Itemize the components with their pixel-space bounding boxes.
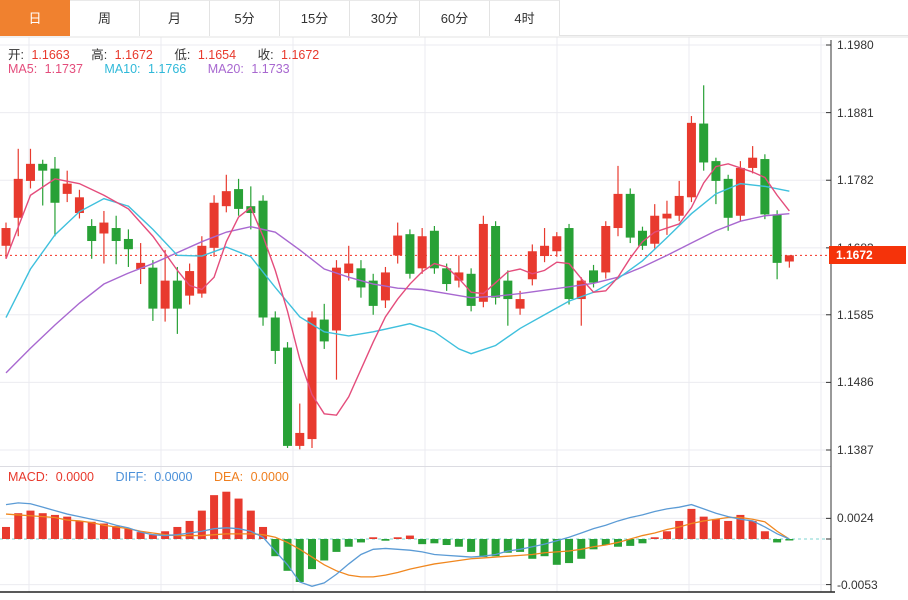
dea-value: 0.0000 <box>250 470 289 484</box>
macd-axis-label: 0.0024 <box>837 511 874 526</box>
tab-5min[interactable]: 5分 <box>210 0 280 36</box>
diff-label: DIFF: <box>115 470 147 484</box>
ma20-value: 1.1733 <box>251 62 290 76</box>
price-axis-label: 1.1387 <box>837 443 874 457</box>
timeframe-tabs: 日 周 月 5分 15分 30分 60分 4时 <box>0 0 908 36</box>
tab-30min[interactable]: 30分 <box>350 0 420 36</box>
high-label: 高: <box>91 48 108 62</box>
open-label: 开: <box>8 48 24 62</box>
ma5-label: MA5: <box>8 62 38 76</box>
ma-readout: MA5: 1.1737 MA10: 1.1766 MA20: 1.1733 <box>8 62 294 76</box>
tab-month[interactable]: 月 <box>140 0 210 36</box>
price-axis-label: 1.1980 <box>837 38 874 52</box>
price-axis-label: 1.1486 <box>837 375 874 390</box>
ma5-value: 1.1737 <box>44 62 83 76</box>
macd-value: 0.0000 <box>55 470 94 484</box>
macd-readout: MACD: 0.0000 DIFF: 0.0000 DEA: 0.0000 <box>8 470 293 484</box>
macd-axis-label: -0.0053 <box>837 577 878 592</box>
tab-4hour[interactable]: 4时 <box>490 0 560 36</box>
tab-day[interactable]: 日 <box>0 0 70 36</box>
tab-60min[interactable]: 60分 <box>420 0 490 36</box>
macd-label: MACD: <box>8 470 49 484</box>
dea-label: DEA: <box>213 470 244 484</box>
ma10-value: 1.1766 <box>148 62 187 76</box>
price-axis-label: 1.1782 <box>837 173 874 188</box>
ma10-label: MA10: <box>104 62 141 76</box>
ohlc-readout: 开: 1.1663 高: 1.1672 低: 1.1654 收: 1.1672 <box>8 44 323 63</box>
low-label: 低: <box>174 48 191 62</box>
price-axis-label: 1.1585 <box>837 307 874 322</box>
tab-week[interactable]: 周 <box>70 0 140 36</box>
open-value: 1.1663 <box>31 48 70 62</box>
current-price-tag: 1.1672 <box>829 246 906 265</box>
ma20-label: MA20: <box>207 62 244 76</box>
close-value: 1.1672 <box>281 48 320 62</box>
diff-value: 0.0000 <box>154 470 193 484</box>
tab-15min[interactable]: 15分 <box>280 0 350 36</box>
price-axis-label: 1.1881 <box>837 105 874 120</box>
low-value: 1.1654 <box>197 48 237 62</box>
close-label: 收: <box>257 48 274 62</box>
high-value: 1.1672 <box>114 48 153 62</box>
